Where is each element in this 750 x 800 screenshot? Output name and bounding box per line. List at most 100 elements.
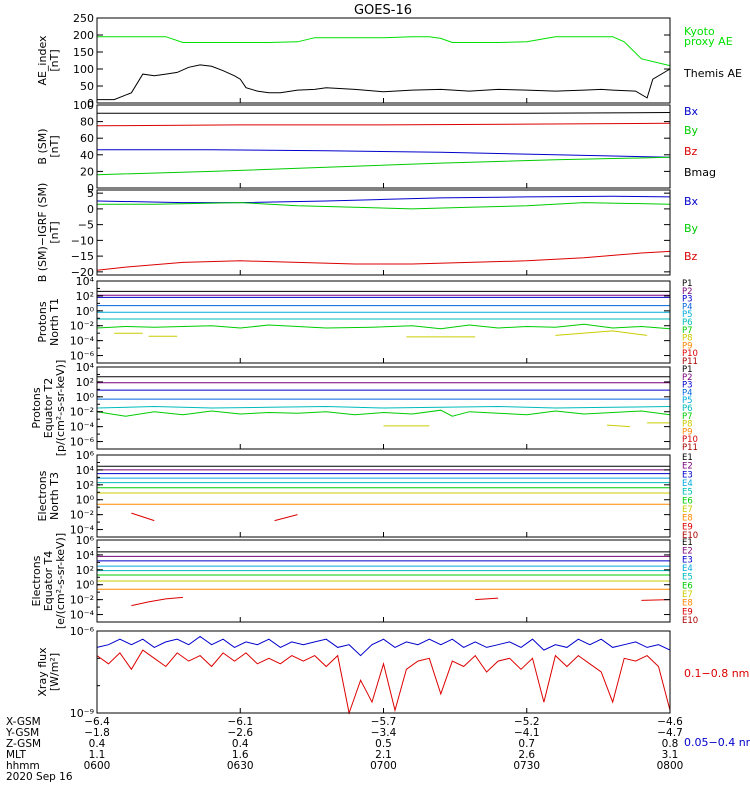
y-tick-label: −15 bbox=[71, 250, 94, 263]
y-tick-label: 10⁻² bbox=[70, 406, 94, 419]
series-line-p7 bbox=[96, 323, 671, 330]
series-line-e9b bbox=[475, 597, 499, 601]
legend-entry: Bx bbox=[684, 105, 699, 118]
y-tick-label: 0 bbox=[87, 203, 94, 216]
series-line-e9a bbox=[131, 512, 155, 522]
legend-entry: E4 bbox=[682, 564, 693, 574]
legend-entry: P6 bbox=[682, 318, 693, 328]
series-line-0-1-0-8-nm bbox=[96, 649, 671, 715]
y-tick-label: 10⁻⁴ bbox=[70, 524, 95, 537]
panel-frame bbox=[96, 454, 671, 538]
y-tick-label: 10⁻⁴ bbox=[70, 609, 95, 622]
series-line-bz bbox=[96, 122, 671, 127]
series-line-by bbox=[96, 156, 671, 176]
chart-panel-4: 10⁴ 10² 10⁰ 10⁻² 10⁻⁴ 10⁻⁶ Protons North T1 P1P2… bbox=[36, 275, 698, 367]
y-axis-label: Equator T4 bbox=[42, 551, 55, 611]
panel-frame bbox=[96, 104, 671, 189]
y-tick-label: −20 bbox=[71, 266, 94, 279]
legend-entry: E3 bbox=[682, 555, 693, 565]
legend-entry: P1 bbox=[682, 279, 693, 289]
y-tick-label: 10⁶ bbox=[76, 534, 95, 547]
y-tick-label: 10² bbox=[76, 564, 94, 577]
y-tick-label: 0 bbox=[87, 182, 94, 195]
legend-entry: P10 bbox=[682, 349, 698, 359]
legend-entry: 0.1−0.8 nm bbox=[684, 667, 749, 680]
legend-entry: Themis AE bbox=[683, 67, 742, 80]
x-table-row-label: Y-GSM bbox=[5, 727, 39, 739]
legend-entry: P6 bbox=[682, 404, 693, 414]
panel-frame bbox=[96, 280, 671, 364]
series-line-e9a bbox=[131, 596, 183, 607]
y-axis-label: B (SM) bbox=[36, 128, 49, 164]
legend-entry: P4 bbox=[682, 388, 693, 398]
chart-panel-7: 10⁶ 10⁴ 10² 10⁰ 10⁻² 10⁻⁴ Electrons Equator T4[… bbox=[30, 533, 698, 629]
y-tick-label: 10⁰ bbox=[76, 579, 95, 592]
y-tick-label: 200 bbox=[73, 29, 94, 42]
y-axis-label: AE_index bbox=[36, 35, 49, 86]
y-axis-label: Electrons bbox=[30, 555, 43, 606]
legend-entry: P5 bbox=[682, 310, 693, 320]
legend-entry: E8 bbox=[682, 599, 693, 609]
y-tick-label: 10⁻⁶ bbox=[70, 625, 95, 638]
series-line-bz bbox=[96, 250, 671, 271]
chart-panel-5: 10⁴ 10² 10⁰ 10⁻² 10⁻⁴ 10⁻⁶ Protons Equator T2 [p… bbox=[30, 360, 698, 457]
series-line-kyoto-proxy-ae bbox=[97, 36, 671, 67]
series-line-by bbox=[97, 202, 671, 210]
legend-entry: E5 bbox=[682, 573, 693, 583]
legend-entry: Bz bbox=[684, 250, 698, 263]
x-table-value: 0.7 bbox=[518, 738, 535, 750]
legend-entry: P1 bbox=[682, 365, 693, 375]
legend-entry: E9 bbox=[682, 522, 693, 532]
legend-entry: E2 bbox=[682, 462, 693, 472]
legend-entry: E1 bbox=[682, 538, 693, 548]
y-tick-label: 150 bbox=[73, 46, 94, 59]
y-axis-label: [e/(cm²-s-sr-keV)] bbox=[54, 533, 67, 629]
legend-entry: P8 bbox=[682, 420, 693, 430]
legend-entry: P4 bbox=[682, 302, 693, 312]
series-line-bx bbox=[97, 149, 671, 158]
date-label: 2020 Sep 16 bbox=[6, 771, 73, 783]
y-axis-label: Protons bbox=[36, 301, 49, 342]
legend-entry: P7 bbox=[682, 326, 693, 336]
x-table-value: 2.6 bbox=[518, 749, 535, 761]
figure-title: GOES-16 bbox=[354, 3, 412, 18]
y-tick-label: 100 bbox=[73, 63, 94, 76]
y-tick-label: 20 bbox=[80, 165, 94, 178]
x-table-row-label: Z-GSM bbox=[6, 738, 41, 750]
x-table-row-label: hhmm bbox=[6, 760, 40, 772]
y-tick-label: 10⁻² bbox=[70, 594, 94, 607]
legend-entry: P3 bbox=[682, 295, 693, 305]
x-table-value: −4.1 bbox=[514, 727, 540, 739]
x-table-value: 0.5 bbox=[375, 738, 392, 750]
y-tick-label: 10⁻² bbox=[70, 509, 94, 522]
series-line-p5 bbox=[96, 405, 671, 409]
legend-entry: E2 bbox=[682, 547, 693, 557]
series-line-bmag bbox=[97, 112, 671, 114]
legend-entry: By bbox=[684, 124, 699, 137]
x-table-value: −5.7 bbox=[371, 716, 397, 728]
legend-entry: By bbox=[684, 222, 699, 235]
legend-entry: P3 bbox=[682, 381, 693, 391]
chart-panel-2: 0 20 40 60 80 100 B (SM) [nT] Bx By Bz Bmag bbox=[36, 99, 716, 195]
legend-entry: E10 bbox=[682, 531, 698, 541]
y-axis-label: Xray flux bbox=[36, 647, 49, 697]
x-table-value: 0.4 bbox=[89, 738, 106, 750]
series-line-0-05-0-4-nm bbox=[96, 635, 671, 657]
y-tick-label: 60 bbox=[80, 132, 94, 145]
y-tick-label: −10 bbox=[71, 234, 94, 247]
y-axis-label: [nT] bbox=[48, 135, 61, 157]
y-tick-label: 5 bbox=[87, 187, 94, 200]
legend-entry: P5 bbox=[682, 396, 693, 406]
legend-entry: P10 bbox=[682, 435, 698, 445]
legend-entry: P8 bbox=[682, 334, 693, 344]
y-tick-label: 10⁻⁹ bbox=[70, 707, 94, 720]
y-tick-label: 10⁻² bbox=[70, 320, 94, 333]
y-axis-label: North T1 bbox=[48, 298, 61, 346]
x-axis-table: X-GSM −6.4 −6.1 −5.7 −5.2 −4.6 Y-GSM −1.8 −2.6 −3… bbox=[5, 716, 683, 783]
y-tick-label: 10⁻⁴ bbox=[70, 335, 95, 348]
legend-entry: E9 bbox=[682, 607, 693, 617]
x-table-value: −1.8 bbox=[84, 727, 110, 739]
y-tick-label: 10⁶ bbox=[76, 449, 95, 462]
y-axis-label: North T3 bbox=[48, 472, 61, 520]
